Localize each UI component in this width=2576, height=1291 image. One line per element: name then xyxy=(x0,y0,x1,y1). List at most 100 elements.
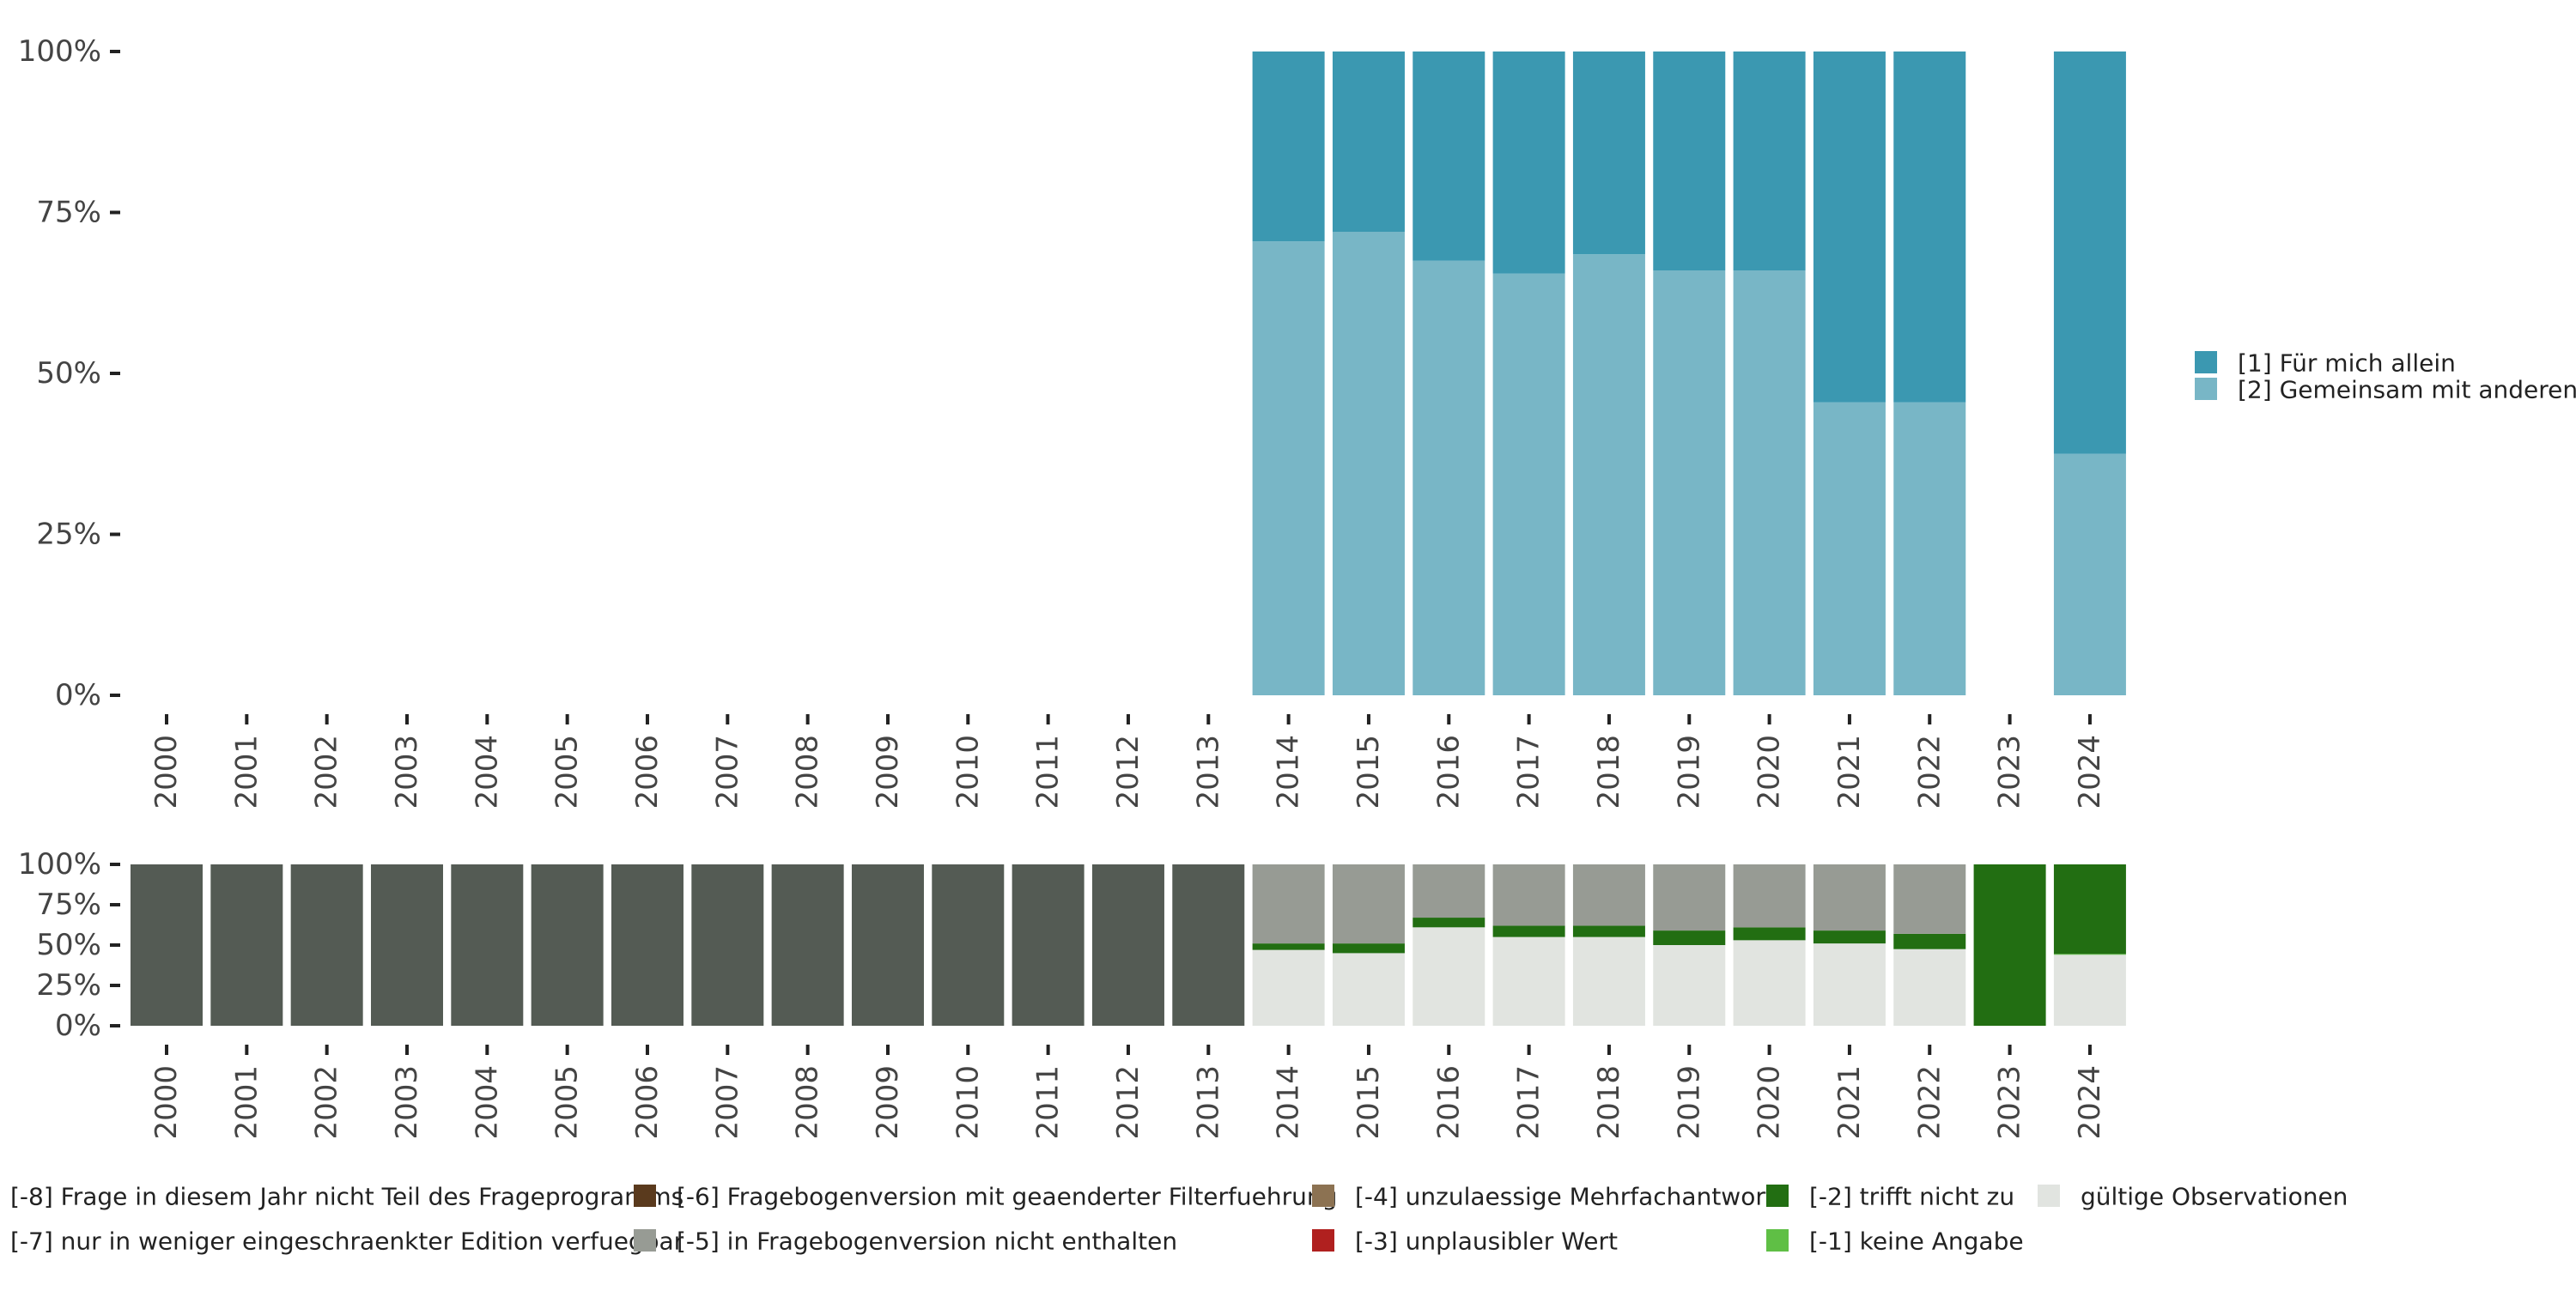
top-legend-label: [2] Gemeinsam mit anderen xyxy=(2238,376,2576,404)
bottom-chart-bar-2012 xyxy=(1091,864,1164,1026)
bottom-legend-label: [-6] Fragebogenversion mit geaenderter F… xyxy=(677,1183,1337,1211)
top-chart-bar-2019 xyxy=(1653,52,1726,270)
top-chart-bar-2024 xyxy=(2053,52,2126,454)
bottom-chart-bar-2018 xyxy=(1572,864,1645,926)
bottom-chart-bar-2009 xyxy=(851,864,924,1026)
top-chart-x-tick-label: 2023 xyxy=(1993,735,2027,809)
bottom-chart-x-tick-label: 2019 xyxy=(1672,1065,1706,1140)
bottom-chart-x-tick-label: 2004 xyxy=(470,1065,504,1140)
top-chart-bar-2021 xyxy=(1813,52,1886,403)
bottom-chart-x-tick-label: 2018 xyxy=(1592,1065,1626,1140)
bottom-chart-bar-2019 xyxy=(1653,864,1726,931)
bottom-legend-label: [-8] Frage in diesem Jahr nicht Teil des… xyxy=(10,1183,683,1211)
bottom-chart-bar-2020 xyxy=(1733,940,1806,1026)
bottom-legend-label: [-1] keine Angabe xyxy=(1809,1227,2024,1256)
top-chart-bar-2015 xyxy=(1332,52,1405,232)
top-chart-y-tick-label: 75% xyxy=(36,196,101,230)
bottom-chart-bar-2005 xyxy=(531,864,604,1026)
top-chart-x-tick-label: 2000 xyxy=(149,735,184,809)
top-legend-swatch xyxy=(2195,351,2217,373)
bottom-legend-label: [-4] unzulaessige Mehrfachantwort xyxy=(1355,1183,1775,1211)
bottom-chart-x-tick-label: 2010 xyxy=(951,1065,985,1140)
top-chart-x-tick-label: 2009 xyxy=(871,735,905,809)
bottom-chart-x-tick-label: 2015 xyxy=(1352,1065,1386,1140)
bottom-chart-bar-2022 xyxy=(1893,864,1966,934)
top-chart-bar-2016 xyxy=(1413,52,1485,261)
bottom-chart-bar-2020 xyxy=(1733,927,1806,941)
top-chart-y-tick-label: 25% xyxy=(36,518,101,552)
top-chart-x-tick-label: 2001 xyxy=(229,735,264,809)
top-chart-bar-2022 xyxy=(1893,52,1966,403)
bottom-chart-bar-2000 xyxy=(131,864,203,1026)
top-chart-x-tick-label: 2012 xyxy=(1111,735,1145,809)
bottom-legend-swatch xyxy=(1766,1185,1789,1207)
top-chart-x-tick-label: 2002 xyxy=(310,735,344,809)
top-chart-x-tick-label: 2008 xyxy=(791,735,825,809)
bottom-chart-x-tick-label: 2000 xyxy=(149,1065,184,1140)
bottom-chart-bar-2021 xyxy=(1813,864,1886,931)
bottom-chart-bar-2024 xyxy=(2053,955,2126,1026)
top-legend-swatch xyxy=(2195,378,2217,400)
top-chart-x-tick-label: 2024 xyxy=(2073,735,2107,809)
bottom-chart-y-tick-label: 100% xyxy=(18,847,101,882)
bottom-chart-bar-2013 xyxy=(1172,864,1245,1026)
top-chart-x-tick-label: 2018 xyxy=(1592,735,1626,809)
bottom-chart-y-tick-label: 75% xyxy=(36,888,101,922)
bottom-chart-x-tick-label: 2021 xyxy=(1832,1065,1867,1140)
bottom-chart-x-tick-label: 2017 xyxy=(1512,1065,1546,1140)
top-chart-x-tick-label: 2016 xyxy=(1431,735,1466,809)
top-chart-bar-2019 xyxy=(1653,270,1726,695)
bottom-chart-bar-2021 xyxy=(1813,943,1886,1026)
bottom-legend-swatch xyxy=(2038,1185,2060,1207)
top-chart-x-tick-label: 2003 xyxy=(390,735,424,809)
bottom-chart-x-tick-label: 2008 xyxy=(791,1065,825,1140)
bottom-chart-bar-2019 xyxy=(1653,945,1726,1026)
bottom-chart-bar-2008 xyxy=(771,864,844,1026)
top-chart-x-tick-label: 2022 xyxy=(1912,735,1947,809)
top-chart-x-tick-label: 2017 xyxy=(1512,735,1546,809)
top-chart-bar-2018 xyxy=(1572,52,1645,255)
bottom-legend-label: [-5] in Fragebogenversion nicht enthalte… xyxy=(677,1227,1177,1256)
bottom-chart-bar-2019 xyxy=(1653,930,1726,945)
bottom-chart-y-tick-label: 25% xyxy=(36,968,101,1003)
bottom-chart-y-tick-label: 50% xyxy=(36,928,101,962)
top-chart-bar-2017 xyxy=(1492,52,1565,274)
top-chart-bar-2016 xyxy=(1413,260,1485,695)
bottom-chart-x-tick-label: 2011 xyxy=(1031,1065,1066,1140)
bottom-chart-bar-2003 xyxy=(370,864,443,1026)
bottom-chart-bar-2018 xyxy=(1572,925,1645,937)
bottom-chart-x-tick-label: 2023 xyxy=(1993,1065,2027,1140)
bottom-legend-label: [-7] nur in weniger eingeschraenkter Edi… xyxy=(10,1227,684,1256)
bottom-chart-x-tick-label: 2020 xyxy=(1753,1065,1787,1140)
bottom-chart-bar-2001 xyxy=(210,864,283,1026)
top-chart-bar-2014 xyxy=(1252,241,1325,695)
bottom-chart-bar-2017 xyxy=(1492,936,1565,1026)
bottom-chart-bar-2015 xyxy=(1332,864,1405,944)
bottom-legend-swatch xyxy=(1766,1229,1789,1252)
bottom-chart-bar-2007 xyxy=(691,864,764,1026)
top-chart-y-tick-label: 100% xyxy=(18,34,101,69)
top-chart-bar-2015 xyxy=(1332,232,1405,695)
top-chart-x-tick-label: 2015 xyxy=(1352,735,1386,809)
bottom-chart-x-tick-label: 2006 xyxy=(630,1065,665,1140)
top-chart-bar-2017 xyxy=(1492,273,1565,695)
top-chart-x-tick-label: 2010 xyxy=(951,735,985,809)
bottom-legend-label: gültige Observationen xyxy=(2081,1183,2348,1211)
top-chart-x-tick-label: 2011 xyxy=(1031,735,1066,809)
top-chart-x-tick-label: 2019 xyxy=(1672,735,1706,809)
bottom-chart-x-tick-label: 2022 xyxy=(1912,1065,1947,1140)
bottom-legend-swatch xyxy=(634,1185,656,1207)
bottom-legend-swatch xyxy=(1312,1185,1334,1207)
bottom-chart-bar-2021 xyxy=(1813,930,1886,944)
top-chart-y-tick-label: 50% xyxy=(36,356,101,391)
bottom-legend-swatch xyxy=(634,1229,656,1252)
bottom-legend-label: [-3] unplausibler Wert xyxy=(1355,1227,1618,1256)
bottom-chart-bar-2002 xyxy=(290,864,363,1026)
top-chart-bar-2020 xyxy=(1733,270,1806,695)
top-chart-bar-2022 xyxy=(1893,402,1966,695)
bottom-legend-label: [-2] trifft nicht zu xyxy=(1809,1183,2014,1211)
bottom-chart-bar-2016 xyxy=(1413,864,1485,918)
top-chart-x-tick-label: 2005 xyxy=(550,735,585,809)
bottom-chart-x-tick-label: 2014 xyxy=(1272,1065,1306,1140)
bottom-chart-bar-2017 xyxy=(1492,925,1565,937)
